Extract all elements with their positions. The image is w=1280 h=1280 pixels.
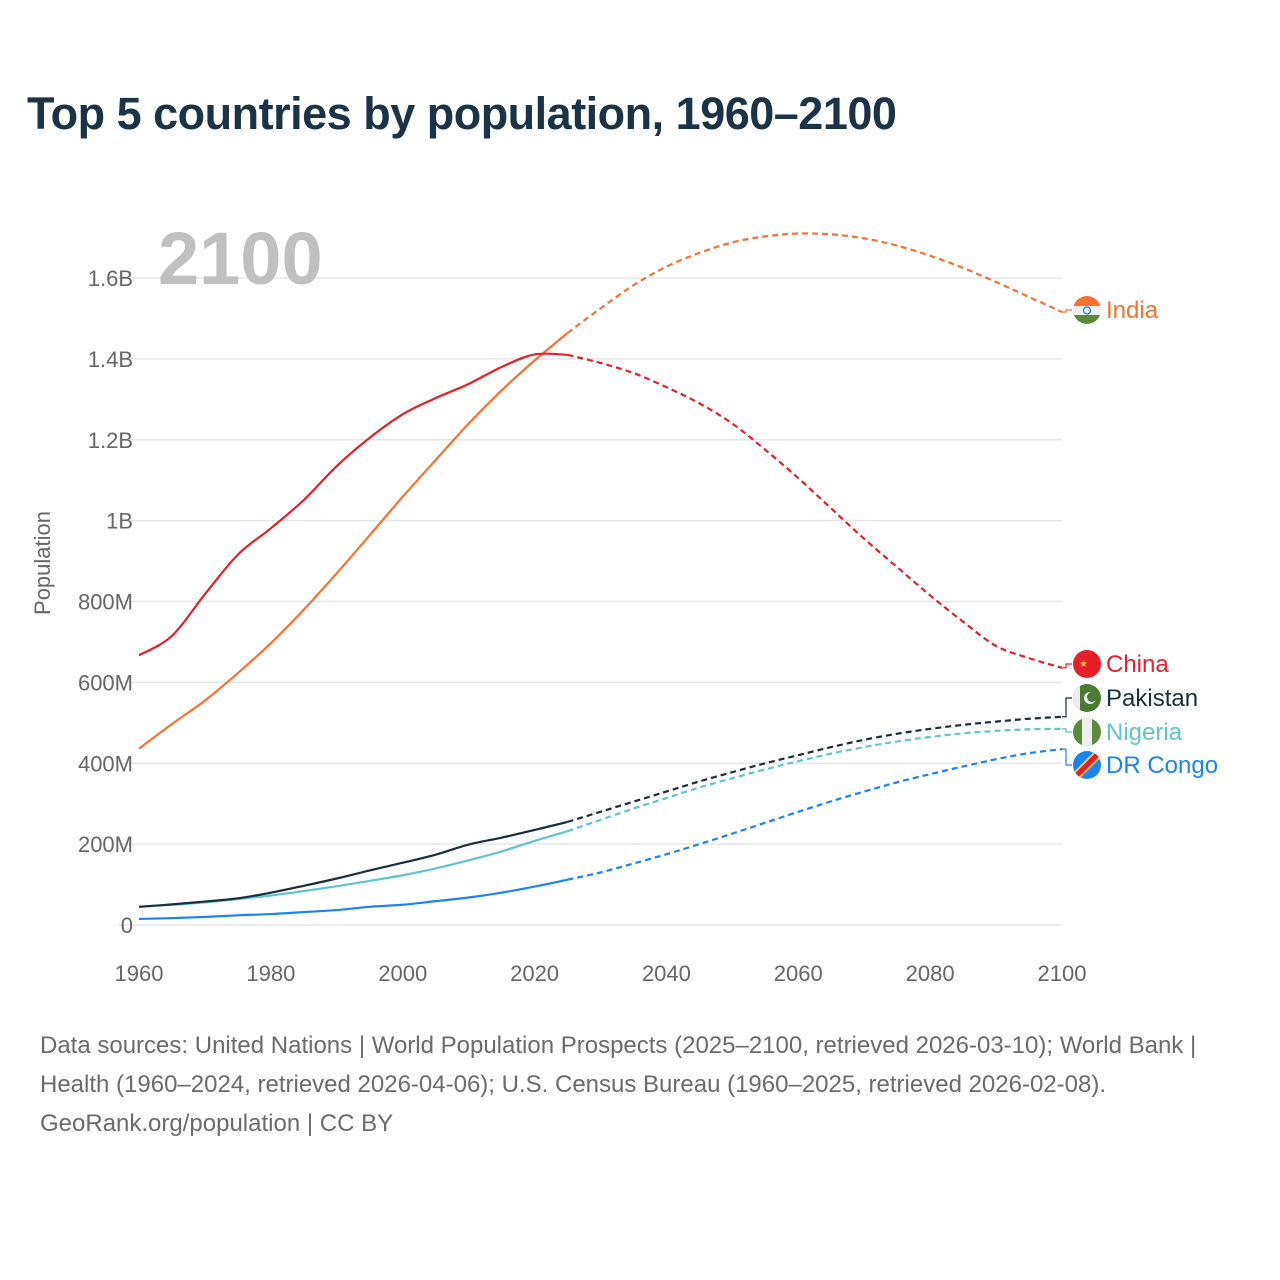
x-tick-label: 1960 bbox=[115, 961, 164, 986]
label-connector bbox=[1062, 663, 1072, 669]
series-label-text: DR Congo bbox=[1106, 752, 1218, 779]
series-line-nigeria-historical bbox=[138, 830, 568, 908]
series-label-india: India bbox=[1062, 296, 1159, 324]
series-label-dr-congo: DR Congo bbox=[1062, 748, 1218, 779]
y-tick-label: 600M bbox=[78, 670, 133, 695]
nigeria-flag-icon bbox=[1073, 718, 1101, 746]
series-label-text: China bbox=[1106, 651, 1169, 678]
series-line-india-historical bbox=[138, 332, 569, 750]
x-tick-label: 2000 bbox=[378, 961, 427, 986]
y-axis-label: Population bbox=[30, 511, 55, 615]
x-tick-label: 2100 bbox=[1038, 961, 1087, 986]
series-line-pakistan-historical bbox=[138, 820, 568, 908]
series-line-dr-congo-historical bbox=[138, 878, 568, 921]
y-tick-label: 400M bbox=[78, 751, 133, 776]
gridlines bbox=[119, 277, 1062, 926]
series-label-text: Pakistan bbox=[1106, 685, 1198, 712]
label-connector bbox=[1062, 748, 1072, 766]
y-tick-label: 1.6B bbox=[88, 266, 133, 291]
y-axis-ticks: 0 200M 400M 600M 800M 1B 1.2B 1.4B 1.6B bbox=[78, 266, 133, 938]
population-line-chart: 0 200M 400M 600M 800M 1B 1.2B 1.4B 1.6B 1960 1980… bbox=[30, 217, 1218, 986]
label-connector bbox=[1062, 728, 1072, 733]
chart-title: Top 5 countries by population, 1960–2100 bbox=[27, 88, 897, 139]
x-tick-label: 2040 bbox=[642, 961, 691, 986]
series-lines bbox=[138, 232, 1063, 921]
series-line-dr-congo-projection bbox=[567, 748, 1063, 881]
series-line-pakistan-projection bbox=[567, 715, 1063, 823]
y-tick-label: 1.4B bbox=[88, 347, 133, 372]
series-label-text: Nigeria bbox=[1106, 719, 1183, 746]
x-axis-ticks: 1960 1980 2000 2020 2040 2060 2080 2100 bbox=[115, 961, 1087, 986]
china-flag-icon: ★ bbox=[1073, 650, 1101, 678]
series-line-india-projection bbox=[566, 232, 1063, 334]
y-tick-label: 0 bbox=[121, 913, 133, 938]
y-tick-label: 200M bbox=[78, 832, 133, 857]
y-tick-label: 1B bbox=[106, 509, 133, 534]
svg-text:★: ★ bbox=[1079, 659, 1088, 670]
data-sources-note: Data sources: United Nations | World Pop… bbox=[40, 1032, 1197, 1098]
y-tick-label: 800M bbox=[78, 590, 133, 615]
credit-link[interactable]: GeoRank.org/population | CC BY bbox=[40, 1110, 394, 1137]
label-connector bbox=[1062, 697, 1072, 718]
series-line-china-historical bbox=[138, 352, 568, 657]
label-connector bbox=[1062, 309, 1072, 313]
x-tick-label: 1980 bbox=[246, 961, 295, 986]
drcongo-flag-icon bbox=[1073, 751, 1101, 779]
pakistan-flag-icon bbox=[1073, 684, 1101, 712]
x-tick-label: 2060 bbox=[774, 961, 823, 986]
series-labels: India ★ China Pakistan Nigeria DR Congo bbox=[1062, 296, 1218, 779]
year-overlay: 2100 bbox=[158, 217, 323, 300]
india-flag-icon bbox=[1073, 296, 1101, 324]
x-tick-label: 2020 bbox=[510, 961, 559, 986]
x-tick-label: 2080 bbox=[906, 961, 955, 986]
series-line-china-projection bbox=[567, 353, 1063, 669]
series-label-text: India bbox=[1106, 297, 1159, 324]
series-label-pakistan: Pakistan bbox=[1062, 684, 1198, 718]
series-label-china: ★ China bbox=[1062, 650, 1169, 678]
series-label-nigeria: Nigeria bbox=[1062, 718, 1183, 746]
series-line-nigeria-projection bbox=[567, 727, 1063, 833]
footer: Data sources: United Nations | World Pop… bbox=[40, 1026, 1240, 1143]
y-tick-label: 1.2B bbox=[88, 428, 133, 453]
